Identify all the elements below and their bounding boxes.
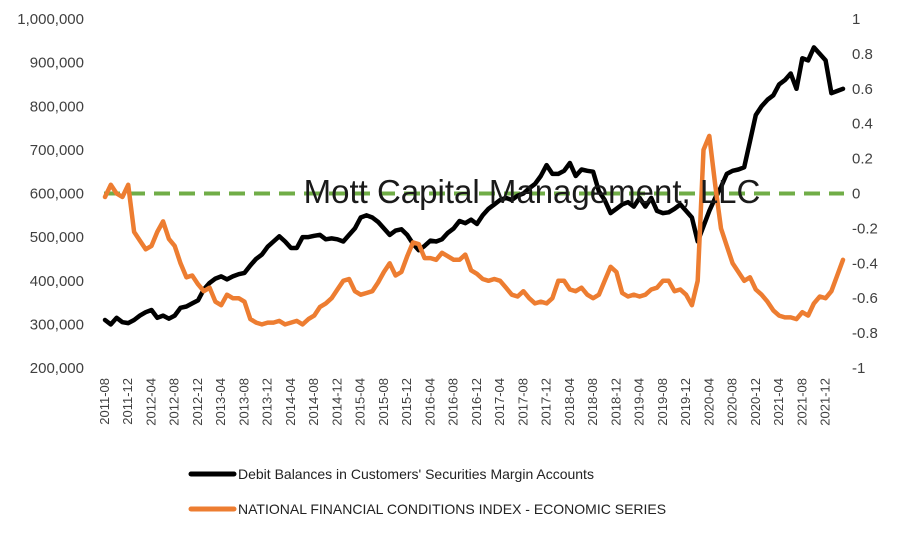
x-tick-label: 2013-04 — [213, 378, 228, 426]
x-tick-label: 2015-04 — [353, 378, 368, 426]
y-left-axis-ticks: 1,000,000 900,000 800,000 700,000 600,000 500… — [17, 11, 84, 377]
y-left-tick-label: 300,000 — [30, 316, 84, 333]
series-line-national-financial-conditions-index-econ — [102, 133, 846, 327]
x-tick-label: 2020-08 — [725, 378, 740, 426]
y-right-axis-ticks: 1 0.8 0.6 0.4 0.2 0 -0.2 -0.4 -0.6 -0.8 -1 — [852, 11, 878, 377]
x-tick-label: 2018-04 — [562, 378, 577, 426]
y-right-tick-label: -0.2 — [852, 220, 878, 237]
series-layer — [102, 45, 846, 327]
x-tick-label: 2018-08 — [585, 378, 600, 426]
y-right-tick-label: 0.2 — [852, 151, 873, 168]
x-tick-label: 2013-08 — [236, 378, 251, 426]
x-tick-label: 2013-12 — [260, 378, 275, 426]
x-tick-label: 2015-08 — [376, 378, 391, 426]
x-tick-label: 2012-08 — [167, 378, 182, 426]
x-tick-label: 2021-08 — [794, 378, 809, 426]
legend-label-nfci: NATIONAL FINANCIAL CONDITIONS INDEX - EC… — [238, 501, 666, 517]
y-right-tick-label: 0.8 — [852, 46, 873, 63]
x-tick-label: 2018-12 — [608, 378, 623, 426]
x-tick-label: 2019-08 — [655, 378, 670, 426]
x-tick-label: 2011-08 — [97, 378, 112, 425]
x-tick-label: 2020-04 — [701, 378, 716, 426]
x-tick-label: 2016-12 — [469, 378, 484, 426]
y-right-tick-label: 0.4 — [852, 116, 873, 133]
y-left-tick-label: 900,000 — [30, 55, 84, 72]
y-right-tick-label: -0.4 — [852, 255, 878, 272]
x-tick-label: 2016-04 — [422, 378, 437, 426]
x-axis-ticks: 2011-08 2011-12 2012-04 2012-08 2012-12 2013-… — [97, 378, 833, 426]
y-right-tick-label: -1 — [852, 360, 865, 377]
x-tick-label: 2019-12 — [678, 378, 693, 426]
x-tick-label: 2012-04 — [143, 378, 158, 426]
x-tick-label: 2017-08 — [515, 378, 530, 426]
x-tick-label: 2014-04 — [283, 378, 298, 426]
x-tick-label: 2021-04 — [771, 378, 786, 426]
legend-label-debit-balances: Debit Balances in Customers' Securities … — [238, 466, 594, 482]
y-left-tick-label: 700,000 — [30, 142, 84, 159]
x-tick-label: 2019-04 — [632, 378, 647, 426]
y-right-tick-label: 1 — [852, 11, 860, 28]
x-tick-label: 2014-08 — [306, 378, 321, 426]
x-tick-label: 2017-04 — [492, 378, 507, 426]
x-tick-label: 2017-12 — [539, 378, 554, 426]
x-tick-label: 2021-12 — [818, 378, 833, 426]
watermark-text: Mott Capital Management, LLC — [304, 173, 761, 210]
x-tick-label: 2016-08 — [446, 378, 461, 426]
x-tick-label: 2012-12 — [190, 378, 205, 426]
y-right-tick-label: -0.6 — [852, 290, 878, 307]
y-left-tick-label: 200,000 — [30, 360, 84, 377]
y-right-tick-label: -0.8 — [852, 325, 878, 342]
y-left-tick-label: 600,000 — [30, 186, 84, 203]
y-right-tick-label: 0.6 — [852, 81, 873, 98]
legend: Debit Balances in Customers' Securities … — [188, 466, 666, 517]
y-left-tick-label: 800,000 — [30, 98, 84, 115]
series-line-debit-balances-in-customers-securities-m — [102, 45, 846, 327]
y-left-tick-label: 500,000 — [30, 229, 84, 246]
y-right-tick-label: 0 — [852, 186, 860, 203]
x-tick-label: 2015-12 — [399, 378, 414, 426]
x-tick-label: 2011-12 — [120, 378, 135, 425]
x-tick-label: 2020-12 — [748, 378, 763, 426]
y-left-tick-label: 400,000 — [30, 273, 84, 290]
y-left-tick-label: 1,000,000 — [17, 11, 84, 28]
x-tick-label: 2014-12 — [329, 378, 344, 426]
